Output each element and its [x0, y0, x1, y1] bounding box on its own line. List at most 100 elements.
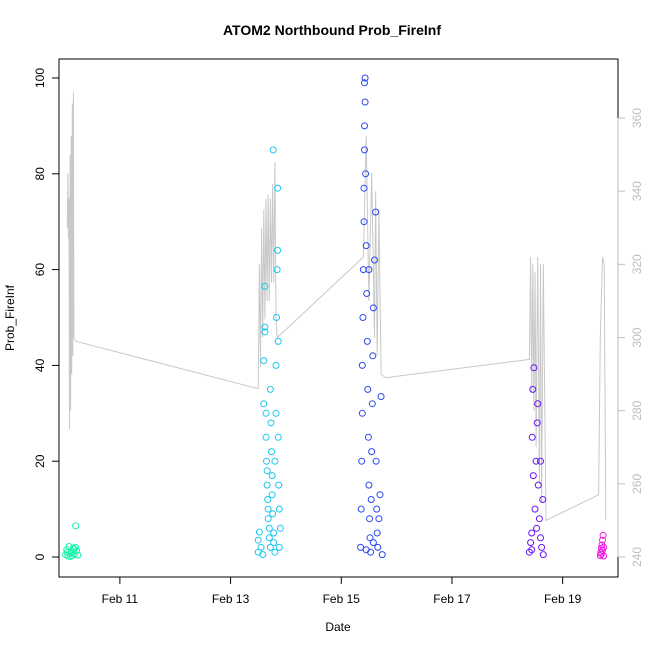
data-point-series-3	[358, 457, 366, 465]
data-point-series-2	[270, 539, 278, 547]
data-point-series-2	[271, 457, 279, 465]
data-point-series-1	[70, 545, 78, 553]
data-point-series-2	[264, 515, 272, 523]
data-point-series-2	[255, 528, 263, 536]
data-point-series-3	[366, 515, 373, 523]
data-point-series-2	[266, 543, 274, 551]
data-point-series-2	[261, 323, 269, 331]
data-point-series-2	[264, 496, 272, 503]
x-axis: Feb 11 Feb 13 Feb 15 Feb 17 Feb 19	[102, 576, 582, 606]
y2-tick-label: 300	[630, 327, 644, 347]
x-axis-label: Date	[325, 620, 351, 634]
data-point-series-4	[538, 543, 546, 551]
data-point-series-2	[266, 385, 274, 393]
data-point-series-4	[537, 457, 544, 465]
data-point-series-3	[363, 337, 371, 345]
data-point-series-2	[272, 409, 280, 417]
data-point-series-3	[369, 304, 377, 312]
data-point-series-4	[534, 400, 542, 408]
data-point-series-4	[539, 496, 547, 503]
data-point-series-3	[368, 448, 376, 456]
points-layer	[62, 74, 608, 560]
data-point-series-3	[373, 529, 381, 537]
data-point-series-3	[371, 256, 378, 264]
data-point-series-3	[361, 74, 369, 82]
x-tick-label: Feb 13	[212, 592, 250, 606]
data-point-series-2	[269, 146, 277, 154]
data-point-series-2	[271, 548, 279, 556]
data-point-series-3	[362, 242, 370, 250]
data-point-series-2	[265, 534, 273, 542]
x-tick-label: Feb 11	[102, 592, 139, 606]
data-point-series-3	[367, 496, 375, 503]
data-point-series-3	[361, 98, 369, 106]
data-point-series-2	[262, 409, 270, 417]
data-point-series-4	[525, 548, 533, 556]
data-point-series-3	[357, 543, 365, 551]
data-point-series-2	[254, 536, 262, 544]
secondary-series-line	[66, 92, 607, 522]
data-point-series-5	[600, 552, 608, 560]
data-point-series-3	[365, 266, 373, 274]
data-point-series-3	[368, 400, 376, 408]
data-point-series-2	[274, 184, 282, 192]
data-point-series-3	[362, 546, 370, 554]
data-point-series-2	[261, 282, 269, 290]
data-point-series-4	[530, 364, 538, 372]
data-point-series-3	[359, 314, 367, 321]
x-tick-label: Feb 19	[544, 592, 582, 606]
data-point-series-3	[361, 146, 368, 154]
data-point-series-4	[529, 472, 537, 480]
y-tick-label: 100	[33, 68, 47, 88]
chart-title: ATOM2 Northbound Prob_FireInf	[223, 22, 441, 38]
data-point-series-3	[364, 385, 372, 393]
data-point-series-2	[263, 481, 271, 489]
y-tick-label: 20	[33, 454, 47, 468]
data-point-series-3	[364, 433, 372, 441]
y2-tick-label: 260	[630, 474, 644, 494]
data-point-series-5	[599, 536, 606, 544]
data-point-series-4	[534, 481, 542, 489]
data-point-series-5	[600, 543, 608, 551]
y-tick-label: 60	[33, 263, 47, 277]
data-point-series-3	[376, 491, 384, 499]
y-axis: 0 20 40 60 80 100	[33, 68, 60, 560]
data-point-series-2	[276, 524, 284, 532]
data-point-series-4	[535, 515, 543, 523]
y2-tick-label: 280	[630, 400, 644, 420]
data-point-series-4	[533, 524, 541, 532]
data-point-series-2	[273, 266, 281, 274]
data-point-series-2	[274, 246, 282, 254]
data-point-series-3	[373, 505, 381, 513]
data-point-series-3	[374, 543, 382, 551]
data-point-series-2	[274, 337, 282, 345]
data-point-series-2	[275, 543, 283, 551]
data-point-series-2	[263, 457, 270, 465]
data-point-series-3	[372, 457, 380, 465]
data-point-series-2	[272, 361, 280, 369]
data-point-series-2	[261, 328, 269, 336]
data-point-series-3	[369, 539, 377, 547]
x-tick-label: Feb 17	[433, 592, 471, 606]
data-point-series-2	[263, 467, 271, 475]
data-point-series-3	[365, 481, 373, 489]
data-point-series-1	[72, 543, 80, 551]
data-point-series-2	[275, 481, 283, 489]
data-point-series-3	[360, 184, 368, 192]
data-point-series-4	[527, 539, 535, 547]
data-point-series-2	[268, 491, 276, 499]
data-point-series-1	[63, 548, 71, 556]
y2-tick-label: 360	[630, 108, 644, 128]
y2-axis: 240 260 280 300 320 340 360	[617, 108, 644, 567]
data-point-series-3	[362, 170, 370, 178]
y2-tick-label: 340	[630, 181, 644, 201]
data-point-series-2	[257, 543, 265, 551]
data-point-series-4	[528, 433, 536, 441]
data-point-series-5	[597, 550, 605, 558]
data-point-series-2	[260, 357, 268, 365]
data-point-series-4	[529, 385, 537, 393]
data-point-series-2	[268, 448, 275, 456]
data-point-series-2	[270, 529, 278, 537]
data-point-series-3	[378, 551, 386, 559]
